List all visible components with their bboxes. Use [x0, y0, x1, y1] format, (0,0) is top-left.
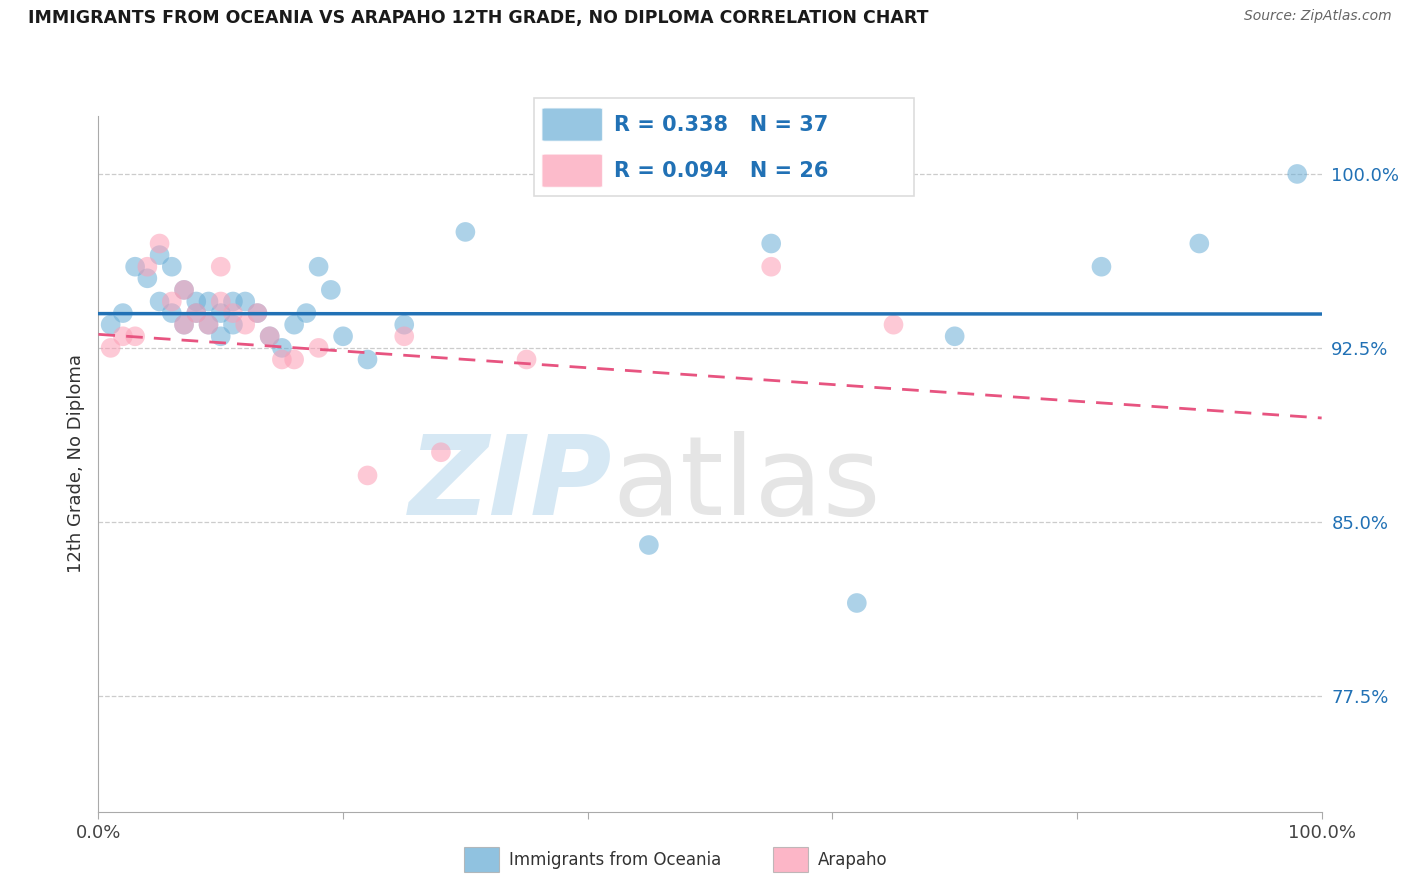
- Text: ZIP: ZIP: [409, 431, 612, 538]
- Point: [160, 306, 183, 320]
- Point: [186, 294, 208, 309]
- Point: [209, 306, 232, 320]
- Point: [197, 294, 219, 309]
- Point: [319, 283, 342, 297]
- Point: [761, 236, 783, 251]
- FancyBboxPatch shape: [541, 108, 603, 141]
- Point: [233, 318, 256, 332]
- Point: [637, 538, 661, 552]
- Point: [136, 271, 159, 285]
- Point: [124, 260, 146, 274]
- Point: [259, 329, 281, 343]
- Point: [308, 341, 330, 355]
- Point: [173, 283, 195, 297]
- Point: [1286, 167, 1309, 181]
- Point: [160, 294, 183, 309]
- Point: [149, 248, 172, 262]
- Point: [332, 816, 354, 830]
- Text: IMMIGRANTS FROM OCEANIA VS ARAPAHO 12TH GRADE, NO DIPLOMA CORRELATION CHART: IMMIGRANTS FROM OCEANIA VS ARAPAHO 12TH …: [28, 9, 928, 27]
- Point: [515, 352, 537, 367]
- Point: [761, 260, 783, 274]
- Point: [332, 329, 354, 343]
- Point: [209, 260, 232, 274]
- Point: [1188, 236, 1211, 251]
- Point: [222, 294, 245, 309]
- Point: [356, 352, 378, 367]
- Point: [173, 318, 195, 332]
- Point: [197, 318, 219, 332]
- Point: [233, 294, 256, 309]
- Point: [883, 318, 905, 332]
- Point: [222, 306, 245, 320]
- Text: R = 0.094   N = 26: R = 0.094 N = 26: [614, 161, 828, 181]
- Point: [136, 260, 159, 274]
- Point: [308, 260, 330, 274]
- Point: [186, 306, 208, 320]
- Point: [100, 318, 122, 332]
- Point: [173, 283, 195, 297]
- Point: [173, 318, 195, 332]
- Y-axis label: 12th Grade, No Diploma: 12th Grade, No Diploma: [66, 354, 84, 574]
- Point: [845, 596, 868, 610]
- Point: [1090, 260, 1112, 274]
- Point: [149, 236, 172, 251]
- Point: [149, 294, 172, 309]
- Point: [209, 294, 232, 309]
- Point: [197, 318, 219, 332]
- Point: [283, 318, 305, 332]
- Point: [186, 306, 208, 320]
- Point: [222, 318, 245, 332]
- Text: Arapaho: Arapaho: [818, 851, 889, 869]
- Point: [270, 341, 294, 355]
- Point: [124, 329, 146, 343]
- Point: [160, 260, 183, 274]
- Point: [430, 445, 453, 459]
- Point: [100, 341, 122, 355]
- Point: [111, 329, 134, 343]
- Point: [392, 318, 416, 332]
- Point: [356, 468, 378, 483]
- Point: [943, 329, 966, 343]
- Point: [454, 225, 477, 239]
- Point: [111, 306, 134, 320]
- Point: [392, 329, 416, 343]
- Point: [295, 306, 318, 320]
- Point: [259, 329, 281, 343]
- Point: [246, 306, 269, 320]
- Text: Source: ZipAtlas.com: Source: ZipAtlas.com: [1244, 9, 1392, 23]
- Text: R = 0.338   N = 37: R = 0.338 N = 37: [614, 114, 828, 135]
- Point: [283, 352, 305, 367]
- Text: Immigrants from Oceania: Immigrants from Oceania: [509, 851, 721, 869]
- FancyBboxPatch shape: [534, 98, 914, 196]
- Point: [209, 329, 232, 343]
- FancyBboxPatch shape: [541, 154, 603, 187]
- Point: [246, 306, 269, 320]
- Text: atlas: atlas: [612, 431, 880, 538]
- Point: [270, 352, 294, 367]
